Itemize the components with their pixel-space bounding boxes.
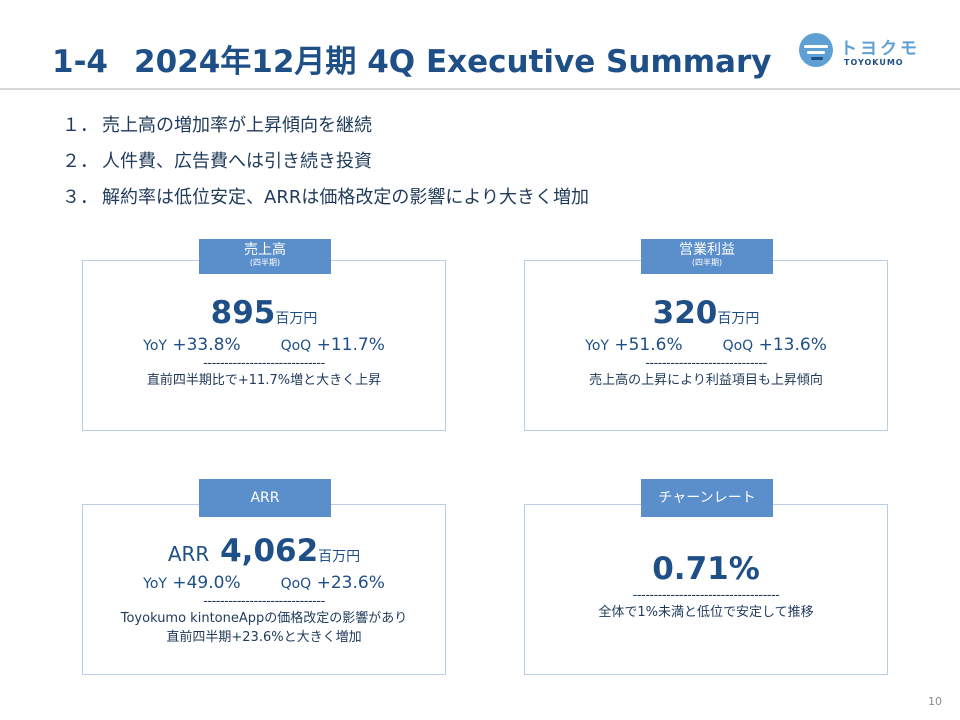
arr-unit: 百万円 <box>318 549 361 565</box>
point-number: １． <box>62 115 98 136</box>
dashed-divider: ----------------------------------- <box>632 588 780 603</box>
arr-yoy: +49.0% <box>172 573 241 593</box>
yoy-label: YoY <box>143 576 167 592</box>
header-divider <box>0 88 960 90</box>
arr-note-line1: Toyokumo kintoneAppの価格改定の影響があり <box>120 611 408 626</box>
profit-note: 売上高の上昇により利益項目も上昇傾向 <box>589 373 823 388</box>
yoy-label: YoY <box>143 338 167 354</box>
sales-card: 895百万円 YoY +33.8% QoQ +11.7% ------------… <box>82 260 446 431</box>
arr-card: ARR 4,062百万円 YoY +49.0% QoQ +23.6% ------… <box>82 504 446 675</box>
profit-yoy: +51.6% <box>614 335 683 355</box>
logo-english-text: TOYOKUMO <box>844 58 904 67</box>
page-title: 1-4 2024年12月期 4Q Executive Summary <box>52 36 771 81</box>
arr-qoq: +23.6% <box>316 573 385 593</box>
churn-rate-card: 0.71% ----------------------------------… <box>524 504 888 675</box>
arr-growth: YoY +49.0% QoQ +23.6% <box>83 573 445 593</box>
dashed-divider: ----------------------------- <box>645 356 767 371</box>
point-text: 売上高の増加率が上昇傾向を継続 <box>102 115 372 136</box>
arr-prefix: ARR <box>167 542 210 566</box>
profit-badge: 営業利益 (四半期) <box>641 239 773 274</box>
arr-badge-label: ARR <box>250 490 280 506</box>
qoq-label: QoQ <box>722 338 754 354</box>
sales-value: 895 <box>210 295 276 331</box>
dashed-divider: ----------------------------- <box>203 356 325 371</box>
page-number: 10 <box>928 695 942 708</box>
dashed-divider: ----------------------------- <box>203 594 325 609</box>
operating-profit-card: 320百万円 YoY +51.6% QoQ +13.6% ------------… <box>524 260 888 431</box>
arr-value: 4,062 <box>220 533 319 569</box>
point-number: ２． <box>62 151 98 172</box>
churn-badge: チャーンレート <box>641 479 773 517</box>
sales-value-line: 895百万円 <box>83 295 445 331</box>
profit-unit: 百万円 <box>717 311 760 327</box>
summary-point: ２． 人件費、広告費へは引き続き投資 <box>62 144 589 180</box>
title-text: 2024年12月期 4Q Executive Summary <box>134 44 772 80</box>
summary-points: １． 売上高の増加率が上昇傾向を継続 ２． 人件費、広告費へは引き続き投資 ３． 解約… <box>62 108 589 216</box>
profit-value-line: 320百万円 <box>525 295 887 331</box>
churn-note: 全体で1%未満と低位で安定して推移 <box>598 605 814 620</box>
profit-value: 320 <box>652 295 718 331</box>
sales-growth: YoY +33.8% QoQ +11.7% <box>83 335 445 355</box>
churn-badge-label: チャーンレート <box>658 490 756 506</box>
sales-badge: 売上高 (四半期) <box>199 239 331 274</box>
arr-note-line2: 直前四半期+23.6%と大きく増加 <box>166 630 362 645</box>
sales-unit: 百万円 <box>275 311 318 327</box>
profit-growth: YoY +51.6% QoQ +13.6% <box>525 335 887 355</box>
sales-note: 直前四半期比で+11.7%増と大きく上昇 <box>146 373 382 388</box>
profit-badge-label: 営業利益 <box>679 242 735 258</box>
summary-point: ３． 解約率は低位安定、ARRは価格改定の影響により大きく増加 <box>62 180 589 216</box>
point-text: 解約率は低位安定、ARRは価格改定の影響により大きく増加 <box>102 187 589 208</box>
qoq-label: QoQ <box>280 576 312 592</box>
point-number: ３． <box>62 187 98 208</box>
sales-badge-sublabel: (四半期) <box>249 258 281 267</box>
profit-qoq: +13.6% <box>758 335 827 355</box>
arr-badge: ARR <box>199 479 331 517</box>
churn-value: 0.71% <box>652 551 760 587</box>
qoq-label: QoQ <box>280 338 312 354</box>
arr-value-line: ARR 4,062百万円 <box>83 533 445 569</box>
yoy-label: YoY <box>585 338 609 354</box>
logo-japanese-text: トヨクモ <box>840 39 920 59</box>
sales-qoq: +11.7% <box>316 335 385 355</box>
company-logo: トヨクモ TOYOKUMO <box>788 22 924 78</box>
profit-badge-sublabel: (四半期) <box>691 258 723 267</box>
sales-badge-label: 売上高 <box>244 242 286 258</box>
cloud-logo-icon <box>799 33 833 67</box>
sales-yoy: +33.8% <box>172 335 241 355</box>
summary-point: １． 売上高の増加率が上昇傾向を継続 <box>62 108 589 144</box>
point-text: 人件費、広告費へは引き続き投資 <box>102 151 372 172</box>
section-number: 1-4 <box>52 44 109 80</box>
